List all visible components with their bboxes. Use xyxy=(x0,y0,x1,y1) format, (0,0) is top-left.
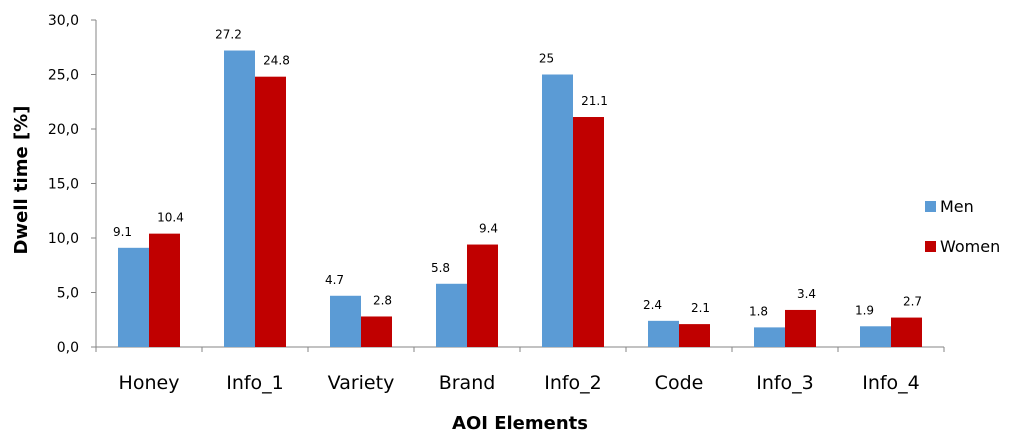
data-label: 2.1 xyxy=(691,301,710,315)
legend-label-women: Women xyxy=(940,237,1000,256)
legend-swatch-men xyxy=(925,201,936,212)
data-label: 3.4 xyxy=(797,287,816,301)
x-axis-title: AOI Elements xyxy=(452,413,588,434)
data-label: 24.8 xyxy=(263,54,290,68)
bar-men-honey xyxy=(118,247,149,347)
y-tick-label: 10,0 xyxy=(48,231,79,247)
legend-label-men: Men xyxy=(940,197,974,216)
data-label: 1.8 xyxy=(749,304,768,318)
bar-women-info_4 xyxy=(891,317,922,347)
y-tick-label: 5,0 xyxy=(57,286,79,302)
bar-women-variety xyxy=(361,316,392,347)
x-tick-label: Variety xyxy=(328,372,395,394)
y-tick-label: 15,0 xyxy=(48,177,79,193)
data-label: 2.8 xyxy=(373,293,392,307)
data-label: 10.4 xyxy=(157,211,184,225)
x-tick-label: Info_3 xyxy=(756,372,814,394)
bar-men-variety xyxy=(330,295,361,347)
bar-men-info_1 xyxy=(224,50,255,348)
data-label: 2.4 xyxy=(643,298,662,312)
data-label: 2.7 xyxy=(903,295,922,309)
data-label: 27.2 xyxy=(215,28,242,42)
data-labels: 9.1 27.2 4.7 5.8 25 2.4 1.8 1.9 10.4 24.8 2.8 9.4 21… xyxy=(113,28,922,319)
y-tick-label: 20,0 xyxy=(48,122,79,138)
y-tick-label: 0,0 xyxy=(57,340,79,356)
bar-women-code xyxy=(679,324,710,347)
y-axis: 0,0 5,0 10,0 15,0 20,0 25,0 30,0 xyxy=(48,13,97,356)
x-tick-label: Info_4 xyxy=(862,372,920,394)
y-axis-title: Dwell time [%] xyxy=(11,106,32,255)
bar-men-info_2 xyxy=(542,74,573,347)
bar-women-info_3 xyxy=(785,309,816,347)
data-label: 25 xyxy=(539,52,554,66)
data-label: 1.9 xyxy=(855,303,874,317)
bar-women-info_1 xyxy=(255,76,286,348)
bar-women-info_2 xyxy=(573,117,604,347)
legend-swatch-women xyxy=(925,241,936,252)
bars xyxy=(118,50,922,348)
legend: Men Women xyxy=(925,197,1000,256)
x-tick-label: Info_1 xyxy=(226,372,284,394)
y-tick-label: 25,0 xyxy=(48,68,79,84)
bar-men-info_4 xyxy=(860,326,891,347)
bar-women-brand xyxy=(467,244,498,347)
x-tick-label: Brand xyxy=(439,372,496,394)
data-label: 9.4 xyxy=(479,222,498,236)
y-tick-label: 30,0 xyxy=(48,13,79,29)
x-tick-label: Honey xyxy=(119,372,180,394)
data-label: 4.7 xyxy=(325,273,344,287)
x-tick-label: Code xyxy=(655,372,704,394)
x-axis: Honey Info_1 Variety Brand Info_2 Code Info_3 I… xyxy=(95,346,945,394)
bar-women-honey xyxy=(149,233,180,347)
bar-men-code xyxy=(648,320,679,347)
bar-men-brand xyxy=(436,283,467,347)
data-label: 5.8 xyxy=(431,261,450,275)
data-label: 21.1 xyxy=(581,94,608,108)
bar-men-info_3 xyxy=(754,327,785,347)
x-tick-label: Info_2 xyxy=(544,372,602,394)
data-label: 9.1 xyxy=(113,225,132,239)
